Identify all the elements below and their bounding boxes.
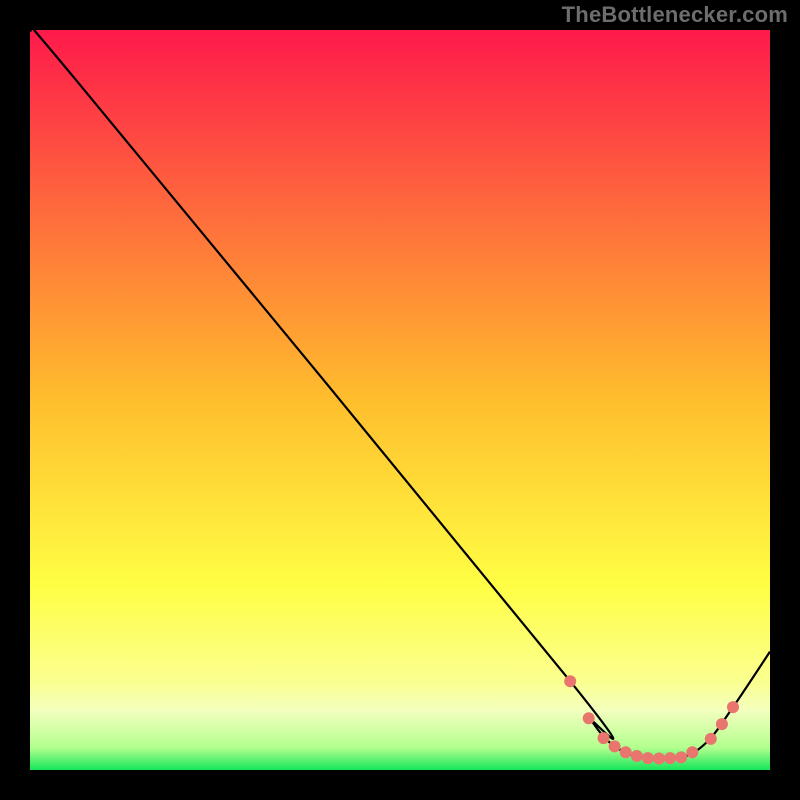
curve-marker xyxy=(664,752,676,764)
curve-marker xyxy=(727,701,739,713)
watermark-text: TheBottlenecker.com xyxy=(562,2,788,28)
curve-marker xyxy=(609,740,621,752)
curve-marker xyxy=(705,733,717,745)
curve-marker xyxy=(564,675,576,687)
curve-marker xyxy=(598,732,610,744)
curve-marker xyxy=(631,750,643,762)
curve-marker xyxy=(675,751,687,763)
curve-marker xyxy=(686,746,698,758)
curve-marker xyxy=(716,718,728,730)
plot-background xyxy=(30,30,770,770)
curve-marker xyxy=(620,746,632,758)
curve-marker xyxy=(642,752,654,764)
curve-marker xyxy=(653,753,665,765)
curve-marker xyxy=(583,712,595,724)
chart-svg xyxy=(0,0,800,800)
chart-stage: TheBottlenecker.com xyxy=(0,0,800,800)
